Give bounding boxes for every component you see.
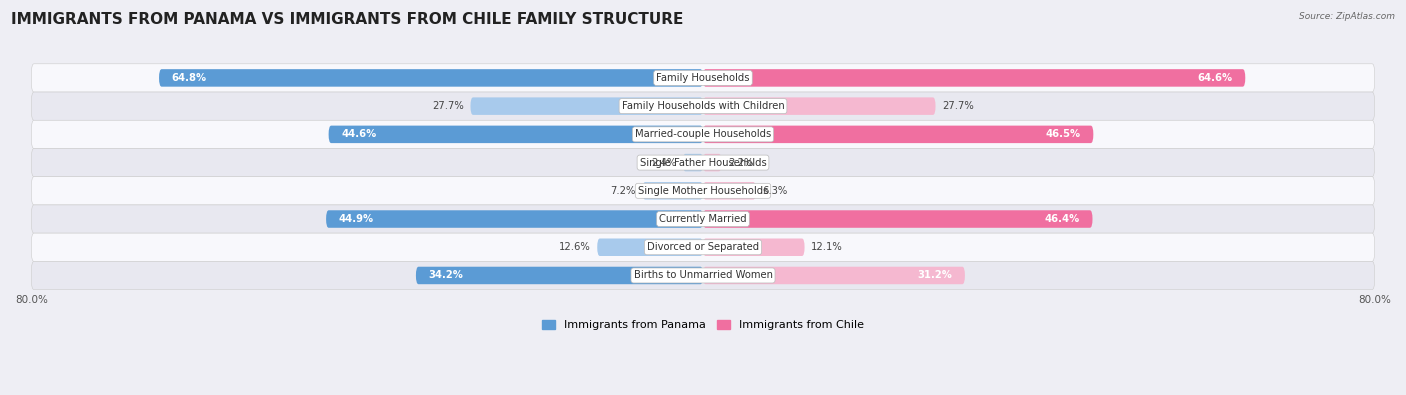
Text: 46.4%: 46.4%	[1045, 214, 1080, 224]
FancyBboxPatch shape	[703, 126, 1094, 143]
FancyBboxPatch shape	[31, 177, 1375, 205]
Text: Single Father Households: Single Father Households	[640, 158, 766, 167]
Text: 27.7%: 27.7%	[432, 101, 464, 111]
Text: 6.3%: 6.3%	[762, 186, 787, 196]
Text: 2.4%: 2.4%	[651, 158, 676, 167]
Text: 7.2%: 7.2%	[610, 186, 636, 196]
Text: IMMIGRANTS FROM PANAMA VS IMMIGRANTS FROM CHILE FAMILY STRUCTURE: IMMIGRANTS FROM PANAMA VS IMMIGRANTS FRO…	[11, 12, 683, 27]
Text: 34.2%: 34.2%	[429, 271, 464, 280]
Text: Births to Unmarried Women: Births to Unmarried Women	[634, 271, 772, 280]
Legend: Immigrants from Panama, Immigrants from Chile: Immigrants from Panama, Immigrants from …	[536, 314, 870, 336]
FancyBboxPatch shape	[703, 210, 1092, 228]
FancyBboxPatch shape	[31, 64, 1375, 92]
FancyBboxPatch shape	[31, 149, 1375, 177]
Text: Source: ZipAtlas.com: Source: ZipAtlas.com	[1299, 12, 1395, 21]
FancyBboxPatch shape	[159, 69, 703, 87]
FancyBboxPatch shape	[703, 154, 721, 171]
FancyBboxPatch shape	[31, 120, 1375, 149]
Text: 44.6%: 44.6%	[342, 130, 377, 139]
Text: Family Households with Children: Family Households with Children	[621, 101, 785, 111]
FancyBboxPatch shape	[329, 126, 703, 143]
Text: Currently Married: Currently Married	[659, 214, 747, 224]
Text: 46.5%: 46.5%	[1046, 130, 1081, 139]
FancyBboxPatch shape	[683, 154, 703, 171]
FancyBboxPatch shape	[31, 261, 1375, 290]
Text: 27.7%: 27.7%	[942, 101, 974, 111]
FancyBboxPatch shape	[416, 267, 703, 284]
FancyBboxPatch shape	[703, 239, 804, 256]
FancyBboxPatch shape	[31, 92, 1375, 120]
Text: 64.6%: 64.6%	[1198, 73, 1233, 83]
FancyBboxPatch shape	[703, 98, 935, 115]
Text: 12.6%: 12.6%	[558, 242, 591, 252]
Text: Single Mother Households: Single Mother Households	[638, 186, 768, 196]
Text: 64.8%: 64.8%	[172, 73, 207, 83]
FancyBboxPatch shape	[31, 205, 1375, 233]
FancyBboxPatch shape	[703, 267, 965, 284]
FancyBboxPatch shape	[643, 182, 703, 199]
FancyBboxPatch shape	[31, 233, 1375, 261]
Text: 31.2%: 31.2%	[918, 271, 952, 280]
Text: Family Households: Family Households	[657, 73, 749, 83]
FancyBboxPatch shape	[326, 210, 703, 228]
Text: 44.9%: 44.9%	[339, 214, 374, 224]
Text: 2.2%: 2.2%	[728, 158, 754, 167]
FancyBboxPatch shape	[703, 69, 1246, 87]
FancyBboxPatch shape	[703, 182, 756, 199]
Text: Married-couple Households: Married-couple Households	[636, 130, 770, 139]
Text: 12.1%: 12.1%	[811, 242, 844, 252]
Text: Divorced or Separated: Divorced or Separated	[647, 242, 759, 252]
FancyBboxPatch shape	[598, 239, 703, 256]
FancyBboxPatch shape	[471, 98, 703, 115]
